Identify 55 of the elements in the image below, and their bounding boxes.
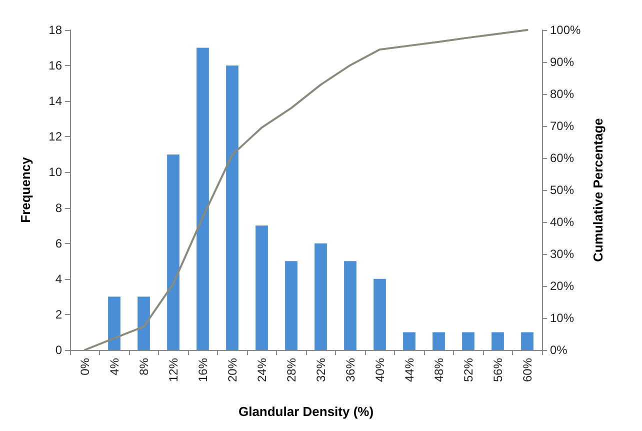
x-tick-label: 40%: [372, 358, 387, 382]
bar: [167, 154, 180, 350]
x-tick-label: 4%: [107, 358, 122, 376]
y2-tick-label: 60%: [550, 151, 574, 165]
x-tick-label: 28%: [284, 358, 298, 382]
y-tick-label: 16: [48, 58, 62, 73]
y2-tick-label: 40%: [550, 215, 574, 229]
x-tick-label: 12%: [166, 358, 180, 382]
y2-tick-label: 10%: [550, 311, 574, 325]
y-tick-label: 8: [55, 200, 62, 215]
x-tick-label: 8%: [136, 358, 151, 376]
y-tick-label: 18: [48, 23, 62, 37]
bar: [492, 332, 504, 350]
bar: [432, 332, 445, 350]
y-tick-label: 10: [48, 165, 62, 180]
y2-tick-label: 90%: [550, 55, 574, 69]
y-tick-label: 2: [55, 307, 62, 322]
bar: [196, 48, 209, 350]
y2-axis-title: Cumulative Percentage: [590, 118, 606, 262]
x-tick-label: 0%: [78, 358, 92, 376]
x-tick-label: 60%: [520, 358, 534, 382]
bar: [285, 261, 298, 350]
y2-tick-label: 0%: [550, 343, 568, 357]
x-tick-label: 32%: [314, 358, 328, 382]
x-tick-label: 48%: [432, 358, 446, 382]
x-tick-label: 52%: [461, 358, 476, 382]
y2-tick-label: 70%: [550, 119, 574, 133]
bar: [226, 66, 238, 350]
bar: [314, 243, 327, 350]
y-axis-title: Frequency: [18, 156, 33, 223]
y-tick-label: 6: [55, 236, 62, 250]
bar: [374, 278, 386, 350]
y-tick-label: 4: [55, 272, 62, 286]
bar: [138, 296, 150, 350]
bar: [521, 332, 534, 350]
bar: [256, 226, 268, 350]
bar: [108, 296, 120, 350]
x-tick-label: 56%: [490, 358, 505, 382]
x-tick-label: 36%: [343, 358, 358, 382]
x-axis-title: Glandular Density (%): [238, 404, 374, 419]
y-tick-label: 12: [48, 130, 62, 144]
y2-tick-label: 20%: [550, 279, 574, 293]
bar: [344, 261, 356, 350]
y2-tick-label: 50%: [550, 183, 574, 197]
x-tick-label: 16%: [196, 358, 210, 382]
y2-tick-label: 80%: [550, 87, 574, 101]
x-tick-label: 44%: [402, 358, 416, 382]
y-tick-label: 14: [48, 94, 62, 108]
x-tick-label: 24%: [254, 358, 269, 382]
y-tick-label: 0: [55, 343, 62, 357]
y2-tick-label: 30%: [550, 247, 574, 261]
bar: [462, 332, 474, 350]
x-tick-label: 20%: [225, 358, 240, 382]
y2-tick-label: 100%: [550, 23, 582, 37]
bar: [403, 332, 416, 350]
